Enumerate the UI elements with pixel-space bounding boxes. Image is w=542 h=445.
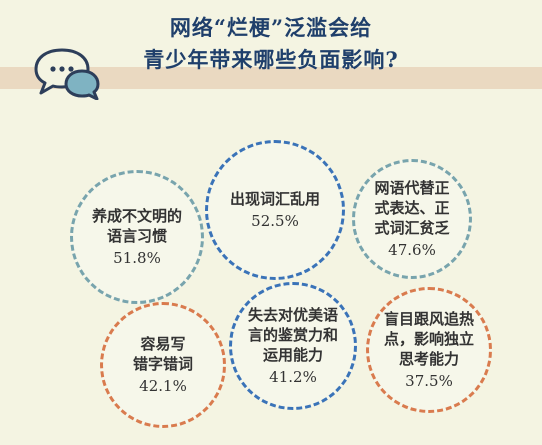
circle-vocab-misuse: 出现词汇乱用 52.5% [205, 140, 345, 280]
circle-percent: 41.2% [269, 368, 317, 386]
circle-lose-appreciation: 失去对优美语 言的鉴赏力和 运用能力 41.2% [229, 282, 357, 410]
title-line-2: 青少年带来哪些负面影响? [143, 47, 399, 72]
circle-label: 盲目跟风追热 点，影响独立 思考能力 [383, 310, 474, 368]
circle-label: 出现词汇乱用 [229, 190, 320, 208]
circle-label: 容易写 错字错词 [132, 335, 193, 373]
circle-percent: 47.6% [388, 241, 436, 259]
circle-typos: 容易写 错字错词 42.1% [100, 302, 226, 428]
circle-follow-trends: 盲目跟风追热 点，影响独立 思考能力 37.5% [366, 287, 492, 413]
circle-uncivil-language: 养成不文明的 语言习惯 51.8% [70, 170, 204, 304]
circle-percent: 51.8% [113, 249, 161, 267]
circle-percent: 37.5% [405, 372, 453, 390]
title-band [0, 67, 542, 89]
circle-percent: 52.5% [251, 212, 299, 230]
circle-replaces-formal: 网语代替正 式表达、正 式词汇贫乏 47.6% [352, 159, 472, 279]
circle-percent: 42.1% [139, 377, 187, 395]
circle-label: 养成不文明的 语言习惯 [91, 207, 182, 245]
circle-label: 网语代替正 式表达、正 式词汇贫乏 [374, 179, 450, 237]
speech-bubbles-icon [34, 48, 100, 100]
circle-label: 失去对优美语 言的鉴赏力和 运用能力 [247, 306, 338, 364]
title-line-1: 网络“烂梗”泛滥会给 [169, 15, 373, 40]
